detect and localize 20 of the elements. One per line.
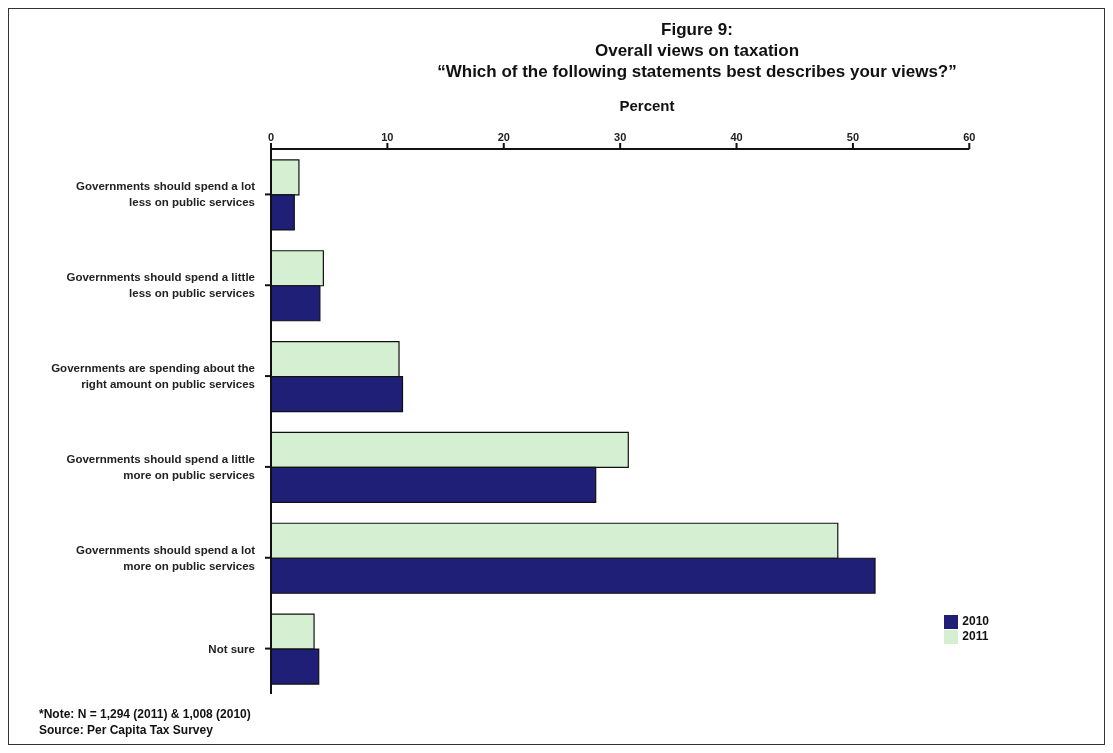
- x-tick-label: 20: [497, 131, 510, 143]
- y-tick-label: Governments are spending about the right amount on public services: [51, 362, 255, 391]
- y-tick-label: Not sure: [208, 642, 255, 655]
- legend-label: 2010: [962, 614, 989, 629]
- x-tick-label: 0: [267, 131, 275, 143]
- y-tick-label: Governments should spend a little less on public services: [66, 271, 255, 300]
- x-tick-label: 50: [846, 131, 860, 143]
- chart-title: Figure 9: Overall views on taxation: [594, 20, 800, 60]
- text: *Note: N = 1,294 (2011) & 1,008 (2010): [39, 706, 251, 722]
- source-note: Source: Per Capita Tax Survey: [39, 722, 214, 738]
- legend-label: 2011: [962, 629, 989, 644]
- x-tick-label: 30: [614, 131, 627, 143]
- x-axis-title: Percent: [618, 97, 676, 114]
- x-tick-label: 40: [730, 131, 743, 143]
- y-tick-label: Governments should spend a lot more on public services: [76, 543, 256, 572]
- chart-subtitle: “Which of the following statements best describes your views?”: [436, 61, 958, 82]
- x-tick-label: 60: [963, 131, 976, 143]
- y-tick-label: Governments should spend a little more on public services: [66, 452, 255, 481]
- y-tick-label: Governments should spend a lot less on public services: [76, 180, 256, 209]
- x-tick-label: 10: [381, 131, 394, 143]
